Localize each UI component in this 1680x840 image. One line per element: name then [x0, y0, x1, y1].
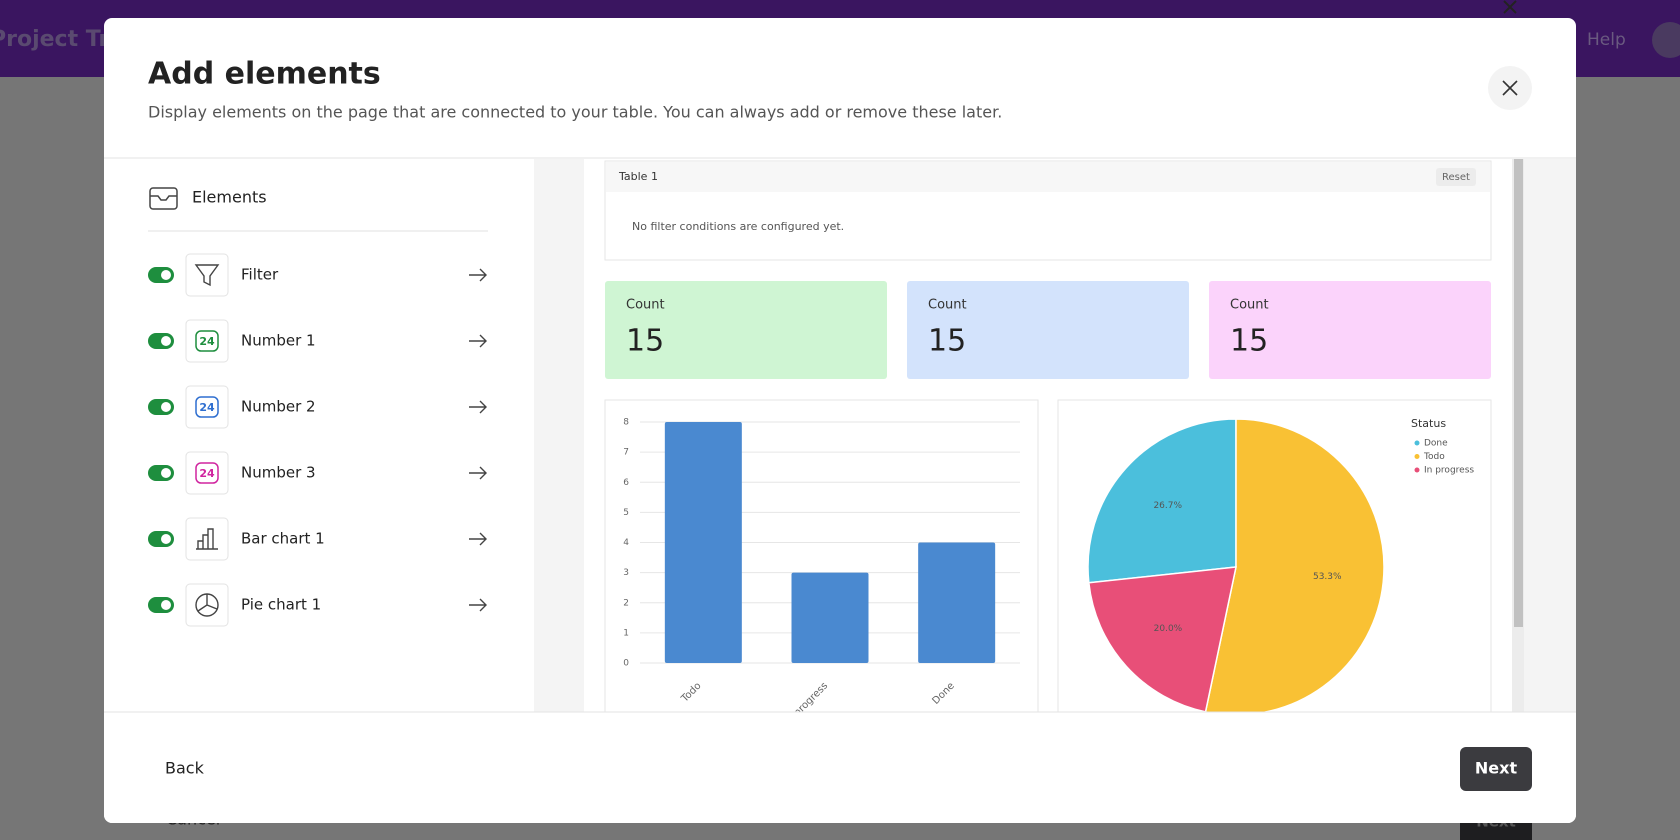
number-icon-text: 24	[199, 335, 215, 348]
y-tick-label: 4	[623, 538, 629, 548]
elements-icon	[149, 187, 178, 210]
item-arrow[interactable]	[469, 532, 487, 546]
card-label: Count	[1230, 298, 1269, 313]
card-label: Count	[928, 298, 967, 313]
legend-swatch	[1414, 440, 1420, 446]
item-label: Number 2	[241, 398, 316, 416]
filter-icon	[194, 264, 220, 287]
item-arrow[interactable]	[469, 268, 487, 282]
back-button[interactable]: Back	[165, 759, 205, 778]
dialog-footer	[104, 712, 1576, 732]
item-icon-box	[185, 385, 229, 429]
item-icon-box	[185, 517, 229, 561]
y-tick-label: 3	[623, 568, 629, 578]
number-card	[605, 281, 887, 379]
legend-title: Status	[1411, 417, 1446, 430]
item-icon-box	[185, 253, 229, 297]
y-tick-label: 5	[623, 508, 629, 518]
legend-label: Done	[1424, 439, 1448, 449]
toggle-knob	[161, 270, 171, 280]
y-tick-label: 2	[623, 598, 629, 608]
item-arrow[interactable]	[469, 400, 487, 414]
next-button[interactable]	[1460, 747, 1532, 791]
pie-icon	[197, 594, 218, 612]
number-icon-text: 24	[199, 401, 215, 414]
item-label: Number 3	[241, 464, 316, 482]
bar	[918, 542, 996, 663]
reset-label: Reset	[1442, 172, 1470, 183]
item-icon-box	[185, 319, 229, 363]
help-link: Help	[1587, 30, 1626, 50]
toggle-knob	[161, 600, 171, 610]
toggle-knob	[161, 402, 171, 412]
next-label: Next	[1475, 759, 1518, 778]
y-tick-label: 8	[623, 418, 629, 428]
number-icon	[195, 396, 219, 418]
card-value: 15	[626, 324, 664, 359]
y-tick-label: 0	[623, 659, 629, 669]
bar	[664, 422, 742, 663]
slice-label: 20.0%	[1154, 624, 1183, 634]
reset-button[interactable]	[1436, 168, 1476, 186]
card-label: Count	[626, 298, 665, 313]
pie-slice	[1087, 418, 1237, 584]
item-arrow[interactable]	[469, 598, 487, 612]
scrollbar-thumb[interactable]	[1514, 159, 1523, 627]
filter-title: Table 1	[618, 170, 658, 183]
item-label: Filter	[241, 266, 279, 284]
close-icon	[1502, 80, 1518, 96]
y-tick-label: 1	[623, 628, 629, 638]
item-icon-box	[185, 451, 229, 495]
slice-label: 53.3%	[1313, 572, 1342, 582]
dialog-footer	[104, 712, 1576, 823]
pie-slice	[1088, 566, 1237, 713]
pie-slice	[1204, 418, 1385, 716]
number-icon	[195, 330, 219, 352]
filter-empty: No filter conditions are configured yet.	[632, 220, 844, 233]
slice-label: 26.7%	[1153, 501, 1182, 511]
dialog-subtitle: Display elements on the page that are co…	[148, 103, 1002, 122]
number-card	[1209, 281, 1491, 379]
filter-header	[606, 162, 1490, 192]
number-icon	[195, 462, 219, 484]
y-tick-label: 6	[623, 478, 629, 488]
avatar	[1652, 22, 1680, 58]
item-label: Pie chart 1	[241, 596, 321, 614]
item-label: Bar chart 1	[241, 530, 325, 548]
behind-close	[1503, 0, 1517, 14]
y-tick-label: 7	[623, 448, 629, 458]
item-label: Number 1	[241, 332, 316, 350]
card-value: 15	[928, 324, 966, 359]
item-arrow[interactable]	[469, 466, 487, 480]
toggle-knob	[161, 336, 171, 346]
toggle-knob	[161, 468, 171, 478]
number-card	[907, 281, 1189, 379]
dialog-title: Add elements	[148, 57, 381, 92]
legend-swatch	[1414, 467, 1420, 473]
sidebar-heading: Elements	[192, 188, 267, 207]
elements-icon	[150, 195, 177, 201]
card-value: 15	[1230, 324, 1268, 359]
bar-icon	[196, 528, 218, 550]
bar	[791, 572, 869, 663]
legend-swatch	[1414, 454, 1420, 459]
number-icon-text: 24	[199, 467, 215, 480]
legend-label: In progress	[1424, 466, 1474, 476]
toggle-knob	[161, 534, 171, 544]
item-arrow[interactable]	[469, 334, 487, 348]
legend-label: Todo	[1423, 452, 1445, 462]
